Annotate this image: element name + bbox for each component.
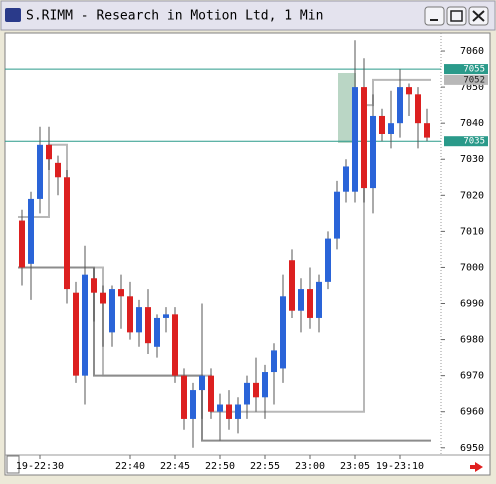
candle-body (379, 115, 385, 134)
y-tick-label: 7020 (460, 190, 484, 201)
y-tick-label: 7000 (460, 262, 484, 273)
candle-body (307, 289, 313, 318)
price-marker-label: 7052 (463, 75, 485, 85)
y-tick-label: 6960 (460, 407, 484, 418)
candle-body (424, 123, 430, 138)
x-tick-label: 23:05 (340, 461, 370, 472)
scroll-box[interactable] (6, 455, 20, 474)
candle-body (109, 289, 115, 333)
candle-body (100, 292, 106, 304)
candle-body (370, 115, 376, 189)
level-box (444, 64, 488, 75)
candle-body (82, 274, 88, 376)
candle-body (397, 87, 403, 124)
close-icon (472, 10, 485, 22)
candle-body (415, 94, 421, 124)
candle-body (19, 220, 25, 268)
candle-body (226, 404, 232, 419)
candle-body (406, 87, 412, 95)
candle-body (298, 289, 304, 311)
candle-body (352, 87, 358, 192)
candle-body (361, 87, 367, 189)
scroll-arrow[interactable] (470, 462, 483, 472)
window-controls[interactable] (424, 6, 489, 26)
x-tick-label: 22:50 (205, 461, 235, 472)
minimize-button[interactable] (424, 6, 445, 26)
candle-body (55, 162, 61, 178)
level-box (444, 136, 488, 147)
x-tick-label: 22:55 (250, 461, 280, 472)
level-label: 7055 (463, 65, 485, 75)
candle-body (172, 314, 178, 376)
candle-body (127, 296, 133, 333)
candle-body (118, 289, 124, 297)
candle-body (253, 382, 259, 398)
y-tick-label: 7050 (460, 82, 484, 93)
y-tick-label: 7030 (460, 154, 484, 165)
app-icon (5, 8, 21, 22)
x-tick-label: 22:45 (160, 461, 190, 472)
x-tick-label: 22:40 (115, 461, 145, 472)
candle-body (136, 307, 142, 333)
candle-body (325, 238, 331, 282)
candle-body (271, 350, 277, 373)
y-tick-label: 7010 (460, 226, 484, 237)
candle-body (46, 144, 52, 160)
title-bar (0, 0, 496, 31)
window-title: S.RIMM - Research in Motion Ltd, 1 Min (26, 9, 323, 24)
candle-body (163, 314, 169, 318)
candle-body (199, 375, 205, 391)
candle-body (217, 404, 223, 412)
y-tick-label: 6980 (460, 335, 484, 346)
y-tick-label: 7040 (460, 118, 484, 129)
candle-body (73, 292, 79, 376)
candle-body (289, 260, 295, 311)
step-line (18, 266, 431, 442)
candle-body (343, 166, 349, 192)
x-tick-label: 19-23:10 (376, 461, 424, 472)
candle-body (244, 382, 250, 405)
candle-body (316, 281, 322, 318)
price-marker-box (444, 74, 488, 85)
maximize-button[interactable] (446, 6, 467, 26)
candle-body (235, 404, 241, 419)
candle-body (37, 144, 43, 199)
candle-body (145, 307, 151, 344)
candle-body (334, 191, 340, 239)
candle-body (190, 390, 196, 419)
candle-body (91, 278, 97, 293)
candle-body (262, 372, 268, 398)
candle-body (208, 375, 214, 412)
candle-body (280, 296, 286, 369)
y-tick-label: 6950 (460, 443, 484, 454)
candle-body (154, 317, 160, 347)
level-label: 7035 (463, 137, 485, 147)
y-tick-label: 7060 (460, 46, 484, 57)
candle-body (388, 123, 394, 134)
candle-body (28, 198, 34, 264)
candle-body (181, 375, 187, 419)
y-tick-label: 6990 (460, 299, 484, 310)
maximize-icon (450, 10, 463, 22)
x-tick-label: 23:00 (295, 461, 325, 472)
candle-body (64, 177, 70, 290)
y-tick-label: 6970 (460, 371, 484, 382)
x-tick-label: 19-22:30 (16, 461, 64, 472)
selection-highlight (338, 73, 356, 143)
